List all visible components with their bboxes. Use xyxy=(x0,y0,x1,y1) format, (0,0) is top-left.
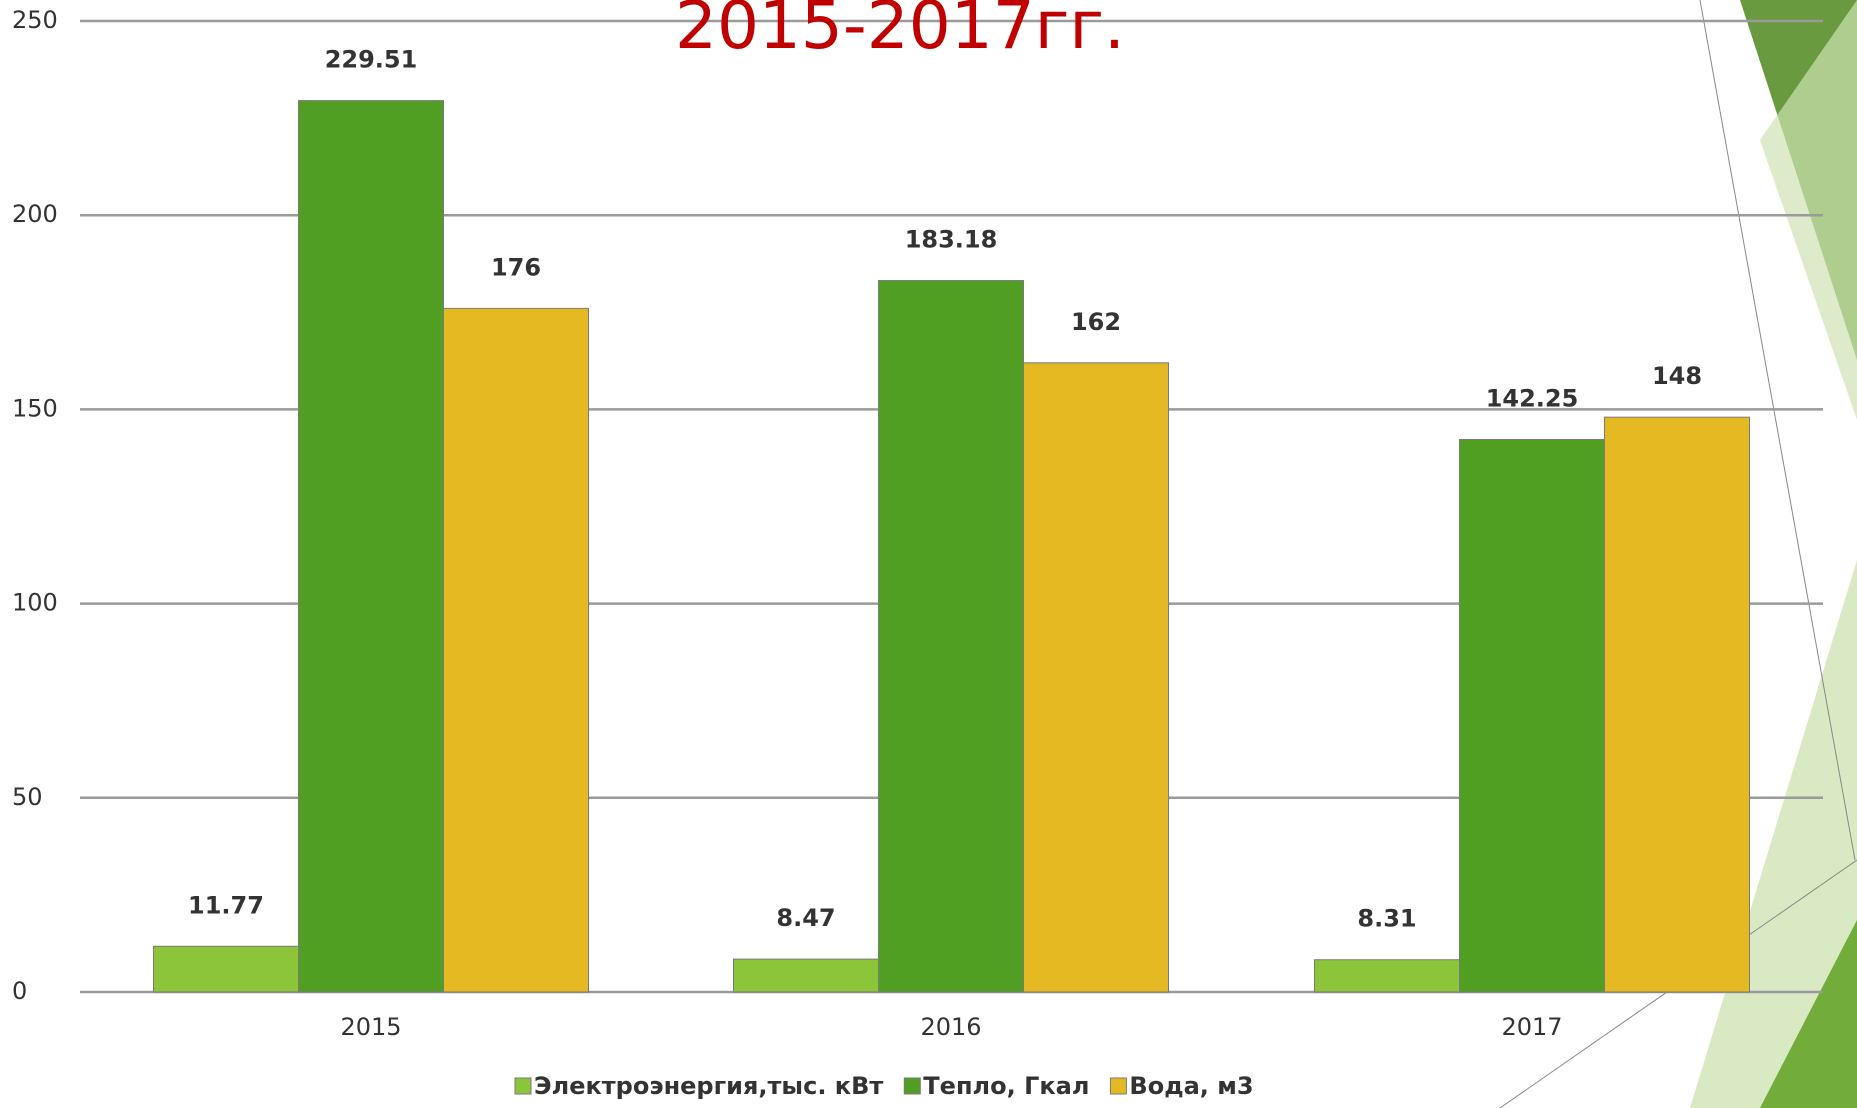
bar xyxy=(1315,960,1460,992)
bar xyxy=(1460,440,1605,992)
x-tick-label: 2015 xyxy=(340,1013,401,1041)
y-tick-label: 150 xyxy=(12,394,58,422)
bar xyxy=(444,308,589,992)
legend-label: Электроэнергия,тыс. кВт xyxy=(534,1072,883,1100)
value-label: 183.18 xyxy=(905,226,998,254)
bar xyxy=(879,281,1024,992)
bar xyxy=(154,946,299,992)
value-label: 11.77 xyxy=(188,891,264,919)
value-label: 8.31 xyxy=(1357,905,1416,933)
legend-label: Вода, м3 xyxy=(1129,1072,1253,1100)
value-label: 176 xyxy=(491,253,541,281)
value-label: 148 xyxy=(1652,362,1702,390)
y-tick-label: 200 xyxy=(12,200,58,228)
value-label: 162 xyxy=(1071,308,1121,336)
y-tick-label: 250 xyxy=(12,6,58,34)
bar xyxy=(1024,363,1169,992)
value-label: 8.47 xyxy=(776,904,835,932)
bar xyxy=(1605,417,1750,992)
legend-swatch xyxy=(904,1078,920,1094)
x-tick-label: 2016 xyxy=(920,1013,981,1041)
bar xyxy=(299,101,444,992)
y-tick-label: 100 xyxy=(12,589,58,617)
chart: 0 50 100 150 200 250 2015 11.77 229.51 176 2016 8.4… xyxy=(0,0,1857,1108)
bar xyxy=(734,959,879,992)
legend-swatch xyxy=(515,1078,531,1094)
y-tick-label: 0 xyxy=(12,977,27,1005)
x-tick-label: 2017 xyxy=(1501,1013,1562,1041)
legend-label: Тепло, Гкал xyxy=(923,1072,1089,1100)
y-tick-label: 50 xyxy=(12,783,43,811)
value-label: 142.25 xyxy=(1486,385,1579,413)
chart-title: 2015-2017гг. xyxy=(675,0,1125,64)
plot-area: 0 50 100 150 200 250 2015 11.77 229.51 176 2016 8.4… xyxy=(12,6,1823,1100)
legend-swatch xyxy=(1110,1078,1126,1094)
value-label: 229.51 xyxy=(325,46,418,74)
